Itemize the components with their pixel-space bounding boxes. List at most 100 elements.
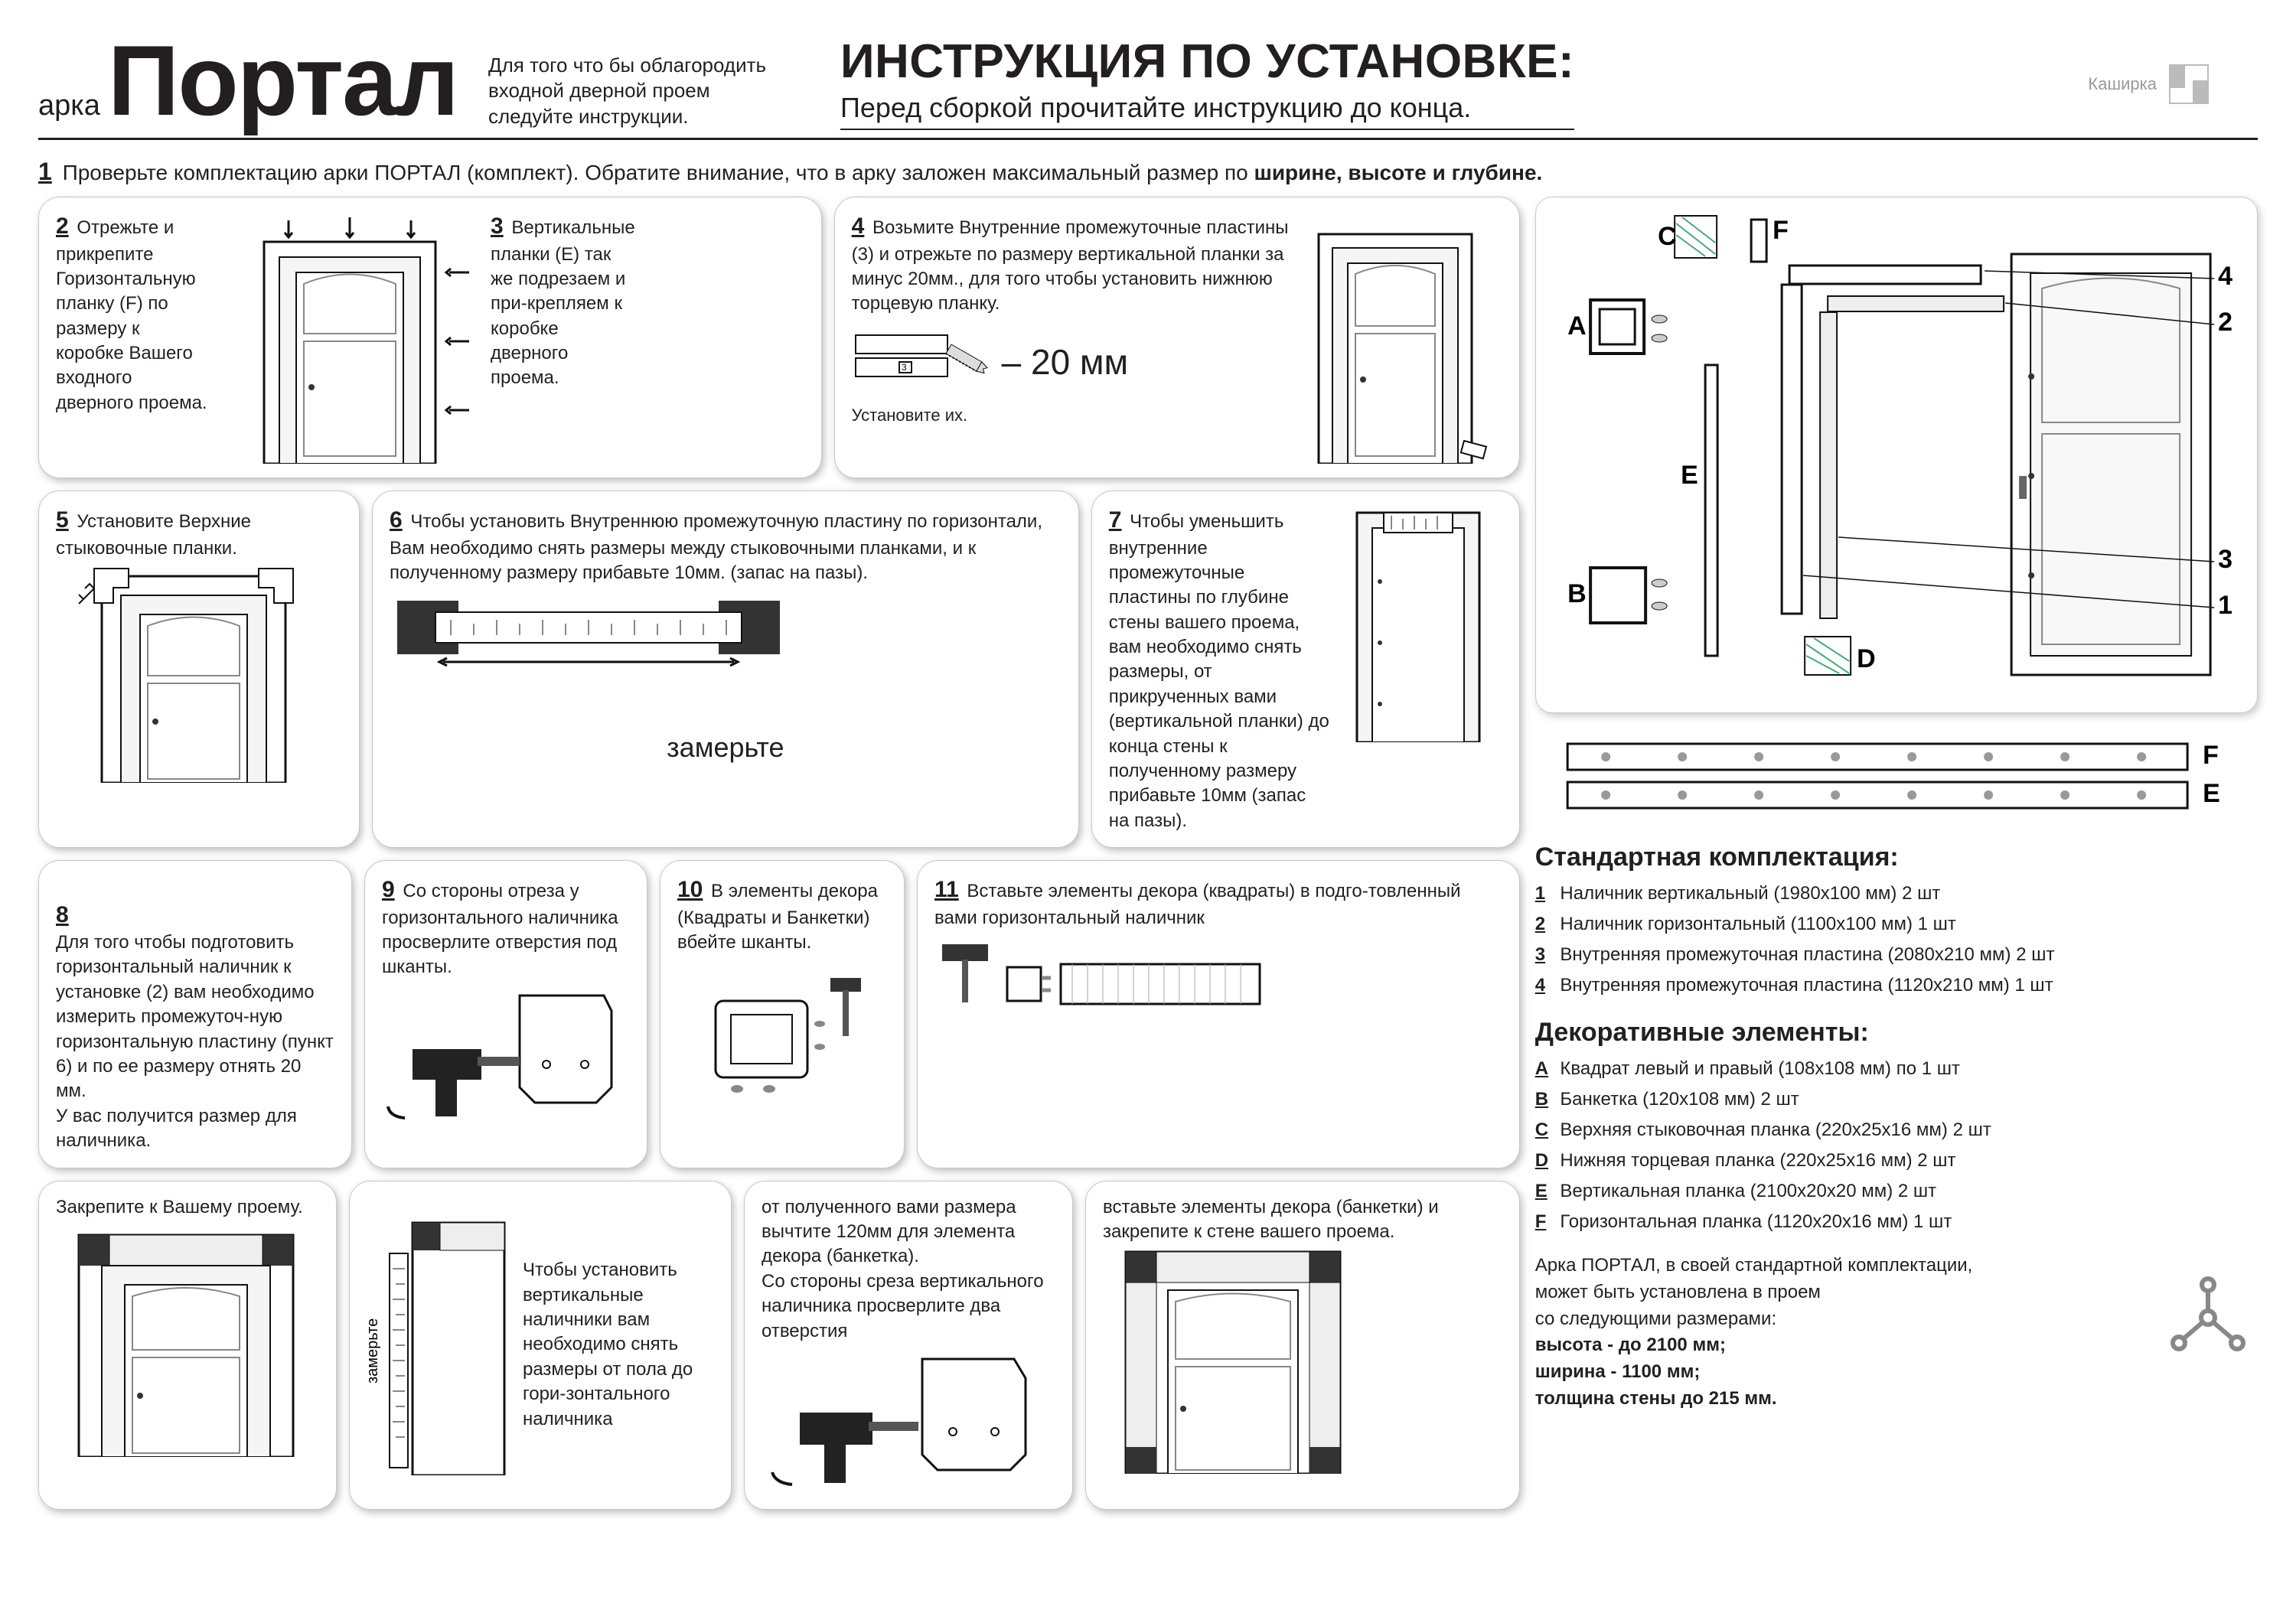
instruction-sheet: Каширка арка Портал Для того что бы обла… [38, 31, 2258, 1592]
step-text: Проверьте комплектацию арки ПОРТАЛ (комп… [63, 161, 1254, 184]
step-5-card: 5 Установите Верхние стыковочные планки. [38, 490, 360, 848]
step-text: Возьмите Внутренние промежуточные пласти… [852, 217, 1289, 314]
step-text: Отрежьте и прикрепите Горизонтальную пла… [56, 217, 207, 413]
svg-text:E: E [1681, 461, 1698, 490]
brand: арка Портал [38, 31, 458, 130]
brand-prefix: арка [38, 90, 100, 122]
standard-title: Стандартная комплектация: [1535, 842, 2258, 872]
step-number: 1 [38, 158, 52, 185]
svg-text:4: 4 [2218, 262, 2232, 291]
ef-strip-diagram: F E [1535, 736, 2258, 820]
brand-corner: Каширка [2088, 61, 2212, 107]
sidebar: C F A B E [1535, 197, 2258, 1559]
step-number: 9 [382, 877, 395, 902]
step-2: 2 Отрежьте и прикрепите Горизонтальную п… [56, 211, 209, 464]
step-number: 11 [934, 877, 959, 902]
svg-text:B: B [1567, 579, 1587, 608]
title-block: ИНСТРУКЦИЯ ПО УСТАНОВКЕ: Перед сборкой п… [840, 34, 1574, 130]
row-4: Закрепите к Вашему проему. [38, 1181, 1520, 1510]
step-number: 5 [56, 507, 69, 533]
step-4-card: 4 Возьмите Внутренние промежуточные плас… [834, 197, 1520, 478]
ef-strips: F E [1535, 736, 2258, 824]
step-text: Чтобы установить Внутреннюю промежуточну… [390, 511, 1042, 583]
brand-name: Портал [108, 31, 458, 130]
step-6-card: 6 Чтобы установить Внутреннюю промежуточ… [372, 490, 1079, 848]
depth-diagram-7 [1342, 505, 1502, 742]
summary: Арка ПОРТАЛ, в своей стандартной комплек… [1535, 1253, 2258, 1413]
door-diagram-5 [56, 561, 339, 783]
svg-text:2: 2 [2218, 308, 2232, 337]
step-number: 4 [852, 213, 865, 239]
row-1: 2 Отрежьте и прикрепите Горизонтальную п… [38, 197, 1520, 478]
bottom-4-text: вставьте элементы декора (банкетки) и за… [1103, 1195, 1502, 1245]
step-2-3-card: 2 Отрежьте и прикрепите Горизонтальную п… [38, 197, 822, 478]
bottom-4-card: вставьте элементы декора (банкетки) и за… [1085, 1181, 1520, 1510]
row-2: 5 Установите Верхние стыковочные планки. [38, 490, 1520, 848]
step-text: Вертикальные планки (E) так же подрезаем… [491, 217, 635, 388]
step-text-bold: ширине, высоте и глубине. [1254, 161, 1543, 184]
step-number: 7 [1109, 507, 1122, 533]
bottom-2-text: Чтобы установить вертикальные наличники … [523, 1258, 714, 1432]
assembly-diagram-11 [934, 930, 1271, 1045]
step-text: Чтобы уменьшить внутренние промежуточные… [1109, 511, 1329, 831]
standard-list: 1 Наличник вертикальный (1980х100 мм) 2 … [1535, 880, 2258, 1002]
step-number: 6 [390, 507, 403, 533]
svg-text:1: 1 [2218, 591, 2232, 620]
svg-text:A: A [1567, 311, 1587, 341]
steps-area: 2 Отрежьте и прикрепите Горизонтальную п… [38, 197, 1520, 1559]
bottom-measure-card: замерьте Чтобы установить вертикальные н… [349, 1181, 732, 1510]
connector-icon [2166, 1276, 2250, 1360]
svg-text:D: D [1857, 644, 1876, 673]
step-text: Установите Верхние стыковочные планки. [56, 511, 251, 559]
step-11-card: 11 Вставьте элементы декора (квадраты) в… [917, 860, 1520, 1168]
bottom-3-card: от полученного вами размера вычтите 120м… [744, 1181, 1073, 1510]
step-text: В элементы декора (Квадраты и Банкетки) … [677, 881, 878, 953]
step-text: Для того чтобы подготовить горизонтальны… [56, 932, 334, 1151]
exploded-view: C F A B E [1535, 197, 2258, 713]
svg-text:3: 3 [2218, 545, 2232, 574]
corner-profile-icon [2166, 61, 2212, 107]
measure-vertical-label: замерьте [367, 1318, 381, 1383]
door-final-2 [1103, 1244, 1363, 1474]
bottom-3-text: от полученного вами размера вычтите 120м… [762, 1195, 1055, 1344]
minus-20-label: – 20 мм [1002, 338, 1129, 386]
step-7-card: 7 Чтобы уменьшить внутренние промежуточн… [1091, 490, 1520, 848]
svg-text:C: C [1658, 222, 1677, 251]
bottom-1-card: Закрепите к Вашему проему. [38, 1181, 337, 1510]
title-sub: Перед сборкой прочитайте инструкцию до к… [840, 92, 1574, 130]
exploded-diagram: C F A B E [1547, 208, 2246, 698]
step-number: 2 [56, 213, 69, 239]
header: арка Портал Для того что бы облагородить… [38, 31, 2258, 140]
svg-text:E: E [2203, 779, 2220, 808]
step-3: 3 Вертикальные планки (E) так же подреза… [491, 211, 636, 464]
svg-text:3: 3 [902, 362, 907, 373]
measure-label: замерьте [390, 729, 1062, 767]
step-number: 10 [677, 877, 703, 902]
install-label: Установите их. [852, 404, 1293, 427]
step-4: 4 Возьмите Внутренние промежуточные плас… [852, 211, 1293, 464]
step-text: Со стороны отреза у горизонтального нали… [382, 881, 618, 977]
step-1: 1 Проверьте комплектацию арки ПОРТАЛ (ко… [38, 152, 2258, 197]
svg-text:F: F [1773, 216, 1789, 245]
step-8-card: 8 Для того чтобы подготовить горизонталь… [38, 860, 352, 1168]
step-10-card: 10 В элементы декора (Квадраты и Банкетк… [660, 860, 905, 1168]
hammer-diagram-10 [677, 955, 884, 1100]
vertical-measure-diagram: замерьте [367, 1215, 512, 1475]
door-final-1 [56, 1220, 316, 1457]
bottom-1-text: Закрепите к Вашему проему. [56, 1195, 319, 1220]
kashirka-label: Каширка [2088, 74, 2157, 94]
measure-diagram-6 [390, 585, 788, 723]
row-3: 8 Для того чтобы подготовить горизонталь… [38, 860, 1520, 1168]
decor-list: A Квадрат левый и правый (108х108 мм) по… [1535, 1055, 2258, 1239]
brand-description: Для того что бы облагородить входной две… [488, 53, 794, 130]
step-number: 8 [56, 902, 69, 927]
svg-text:F: F [2203, 741, 2219, 770]
main-grid: 2 Отрежьте и прикрепите Горизонтальную п… [38, 197, 2258, 1559]
step-number: 3 [491, 213, 504, 239]
step-text: Вставьте элементы декора (квадраты) в по… [934, 881, 1460, 928]
drill-diagram-bottom [762, 1344, 1052, 1489]
step-9-card: 9 Со стороны отреза у горизонтального на… [364, 860, 647, 1168]
cut-plank-diagram: 3 [852, 328, 990, 396]
drill-diagram-9 [382, 980, 627, 1126]
title-main: ИНСТРУКЦИЯ ПО УСТАНОВКЕ: [840, 34, 1574, 89]
